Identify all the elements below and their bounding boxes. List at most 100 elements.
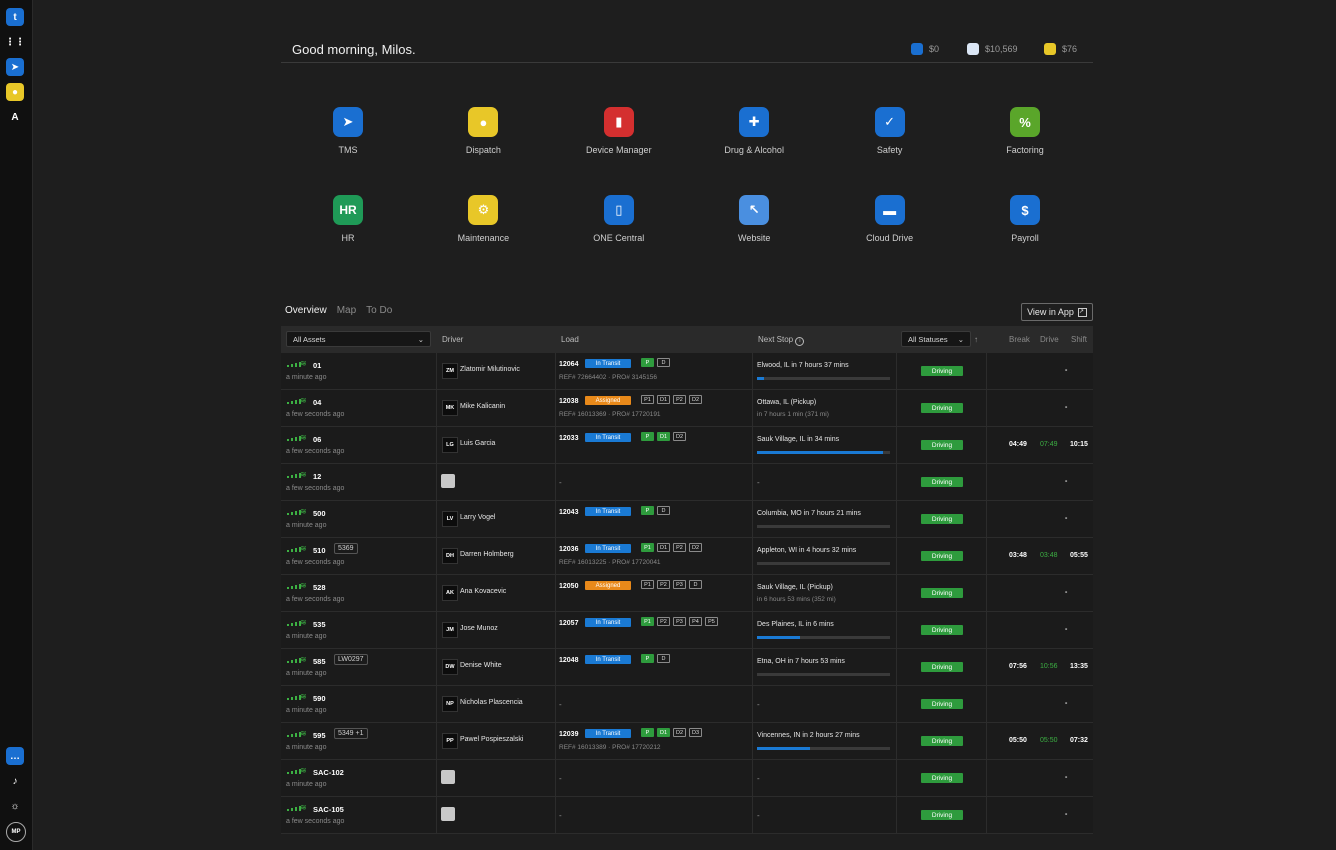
load-number[interactable]: 12038 <box>559 398 579 405</box>
driver-name[interactable]: Mike Kalicanin <box>460 403 506 410</box>
table-row[interactable]: ≋ 12 a few seconds ago - - Driving - <box>281 464 1093 501</box>
dispatch-icon[interactable]: ● <box>6 83 24 101</box>
asset-name[interactable]: 595 <box>313 731 326 740</box>
table-row[interactable]: ≋ 500 a minute ago LV Larry Vogel 12043 In Tra… <box>281 501 1093 538</box>
asset-last-seen: a minute ago <box>286 374 327 381</box>
app-tile-one-central[interactable]: ▯ ONE Central <box>559 195 679 243</box>
apps-grid-icon[interactable]: ⋮⋮ <box>5 36 25 48</box>
app-tile-dispatch[interactable]: ● Dispatch <box>423 107 543 155</box>
view-in-app-button[interactable]: View in App ↗ <box>1021 303 1093 321</box>
load-number[interactable]: 12064 <box>559 361 579 368</box>
avatar-icon[interactable]: MP <box>6 822 26 842</box>
driver-name[interactable]: Zlatomir Milutinovic <box>460 366 520 373</box>
assign-driver-icon[interactable] <box>441 770 455 784</box>
sort-icon[interactable]: ↑ <box>974 335 978 344</box>
table-row[interactable]: ≋ SAC-105 a few seconds ago - - Driving - <box>281 797 1093 834</box>
next-stop-cell: - <box>752 686 897 722</box>
asset-name[interactable]: 510 <box>313 546 326 555</box>
load-number[interactable]: 12043 <box>559 509 579 516</box>
table-row[interactable]: ≋ 06 a few seconds ago LG Luis Garcia 12033 In… <box>281 427 1093 464</box>
assign-driver-icon[interactable] <box>441 474 455 488</box>
table-row[interactable]: ≋ 04 a few seconds ago MK Mike Kalicanin 1203… <box>281 390 1093 427</box>
asset-name[interactable]: 500 <box>313 509 326 518</box>
table-row[interactable]: ≋ 528 a few seconds ago AK Ana Kovacevic 1205… <box>281 575 1093 612</box>
statuses-filter-select[interactable]: All Statuses ⌄ <box>901 331 971 347</box>
app-tile-hr[interactable]: HR HR <box>288 195 408 243</box>
stop-badge: D <box>657 358 670 367</box>
table-row[interactable]: ≋ 535 a minute ago JM Jose Munoz 12057 In Tran… <box>281 612 1093 649</box>
chevron-down-icon: ⌄ <box>957 334 964 344</box>
wrench-icon: ⚙ <box>468 195 499 225</box>
table-row[interactable]: ≋ SAC-102 a minute ago - - Driving - <box>281 760 1093 797</box>
asset-name[interactable]: 06 <box>313 435 322 444</box>
stop-badge: D <box>657 654 670 663</box>
driver-name[interactable]: Pawel Pospieszalski <box>460 736 524 743</box>
assets-filter-select[interactable]: All Assets ⌄ <box>286 331 431 347</box>
asset-name[interactable]: SAC-102 <box>313 768 344 777</box>
driver-name[interactable]: Ana Kovacevic <box>460 588 507 595</box>
app-tile-cloud-drive[interactable]: ▬ Cloud Drive <box>830 195 950 243</box>
asset-name[interactable]: 04 <box>313 398 322 407</box>
load-number[interactable]: 12033 <box>559 435 579 442</box>
load-number[interactable]: 12039 <box>559 731 579 738</box>
driver-name[interactable]: Darren Holmberg <box>460 551 514 558</box>
view-in-app-label: View in App <box>1027 307 1074 317</box>
load-empty: - <box>559 774 562 783</box>
load-number[interactable]: 12048 <box>559 657 579 664</box>
status-cell: Driving <box>896 464 987 500</box>
signal-icon <box>287 362 301 367</box>
next-stop-text: Vincennes, IN in 2 hours 27 mins <box>757 732 860 739</box>
tab-map[interactable]: Map <box>336 305 357 316</box>
brand-logo-icon[interactable]: t <box>6 8 24 26</box>
app-tile-website[interactable]: ↖ Website <box>694 195 814 243</box>
next-stop-cell: Etna, OH in 7 hours 53 mins <box>752 649 897 685</box>
table-row[interactable]: ≋ 595 a minute ago 5349 +1 PP Pawel Pospiesza… <box>281 723 1093 760</box>
asset-name[interactable]: 12 <box>313 472 322 481</box>
asset-name[interactable]: 585 <box>313 657 326 666</box>
signal-icon <box>287 621 301 626</box>
load-number[interactable]: 12057 <box>559 620 579 627</box>
tab-overview[interactable]: Overview <box>285 305 327 316</box>
app-tile-maintenance[interactable]: ⚙ Maintenance <box>423 195 543 243</box>
asset-name[interactable]: 01 <box>313 361 322 370</box>
bell-icon[interactable]: ♪ <box>12 775 18 787</box>
asset-name[interactable]: 590 <box>313 694 326 703</box>
asset-name[interactable]: 528 <box>313 583 326 592</box>
tab-to-do[interactable]: To Do <box>366 305 393 316</box>
sun-icon[interactable]: ☼ <box>10 800 20 812</box>
app-tile-payroll[interactable]: $ Payroll <box>965 195 1085 243</box>
stop-badge: P1 <box>641 395 654 404</box>
driver-name[interactable]: Jose Munoz <box>460 625 498 632</box>
balance-item[interactable]: $76 <box>1044 43 1077 55</box>
duty-status-badge: Driving <box>921 736 963 746</box>
route-progress-bar <box>757 377 890 380</box>
asset-name[interactable]: 535 <box>313 620 326 629</box>
app-tile-device-manager[interactable]: ▮ Device Manager <box>559 107 679 155</box>
driver-name[interactable]: Denise White <box>460 662 502 669</box>
table-row[interactable]: ≋ 590 a minute ago NP Nicholas Plascencia - - D… <box>281 686 1093 723</box>
tms-icon[interactable]: ➤ <box>6 58 24 76</box>
balance-item[interactable]: $0 <box>911 43 939 55</box>
asset-cell: ≋ 12 a few seconds ago <box>281 464 437 500</box>
driver-name[interactable]: Larry Vogel <box>460 514 496 521</box>
app-tile-tms[interactable]: ➤ TMS <box>288 107 408 155</box>
table-row[interactable]: ≋ 585 a minute ago LW0297 DW Denise White 1204… <box>281 649 1093 686</box>
table-row[interactable]: ≋ 510 a few seconds ago 5369 DH Darren Holmbe… <box>281 538 1093 575</box>
driver-name[interactable]: Luis Garcia <box>460 440 496 447</box>
app-tile-drug-alcohol[interactable]: ✚ Drug & Alcohol <box>694 107 814 155</box>
asset-name[interactable]: SAC-105 <box>313 805 344 814</box>
stop-badge: P4 <box>689 617 702 626</box>
app-tile-safety[interactable]: ✓ Safety <box>830 107 950 155</box>
assign-driver-icon[interactable] <box>441 807 455 821</box>
a-logo-icon[interactable]: A <box>11 111 19 123</box>
driver-avatar: JM <box>442 622 458 638</box>
chat-icon[interactable]: … <box>6 747 24 765</box>
load-number[interactable]: 12050 <box>559 583 579 590</box>
load-number[interactable]: 12036 <box>559 546 579 553</box>
table-row[interactable]: ≋ 01 a minute ago ZM Zlatomir Milutinovic 120… <box>281 353 1093 390</box>
app-tile-factoring[interactable]: % Factoring <box>965 107 1085 155</box>
driver-name[interactable]: Nicholas Plascencia <box>460 699 523 706</box>
load-cell: - <box>555 464 753 500</box>
balance-item[interactable]: $10,569 <box>967 43 1018 55</box>
